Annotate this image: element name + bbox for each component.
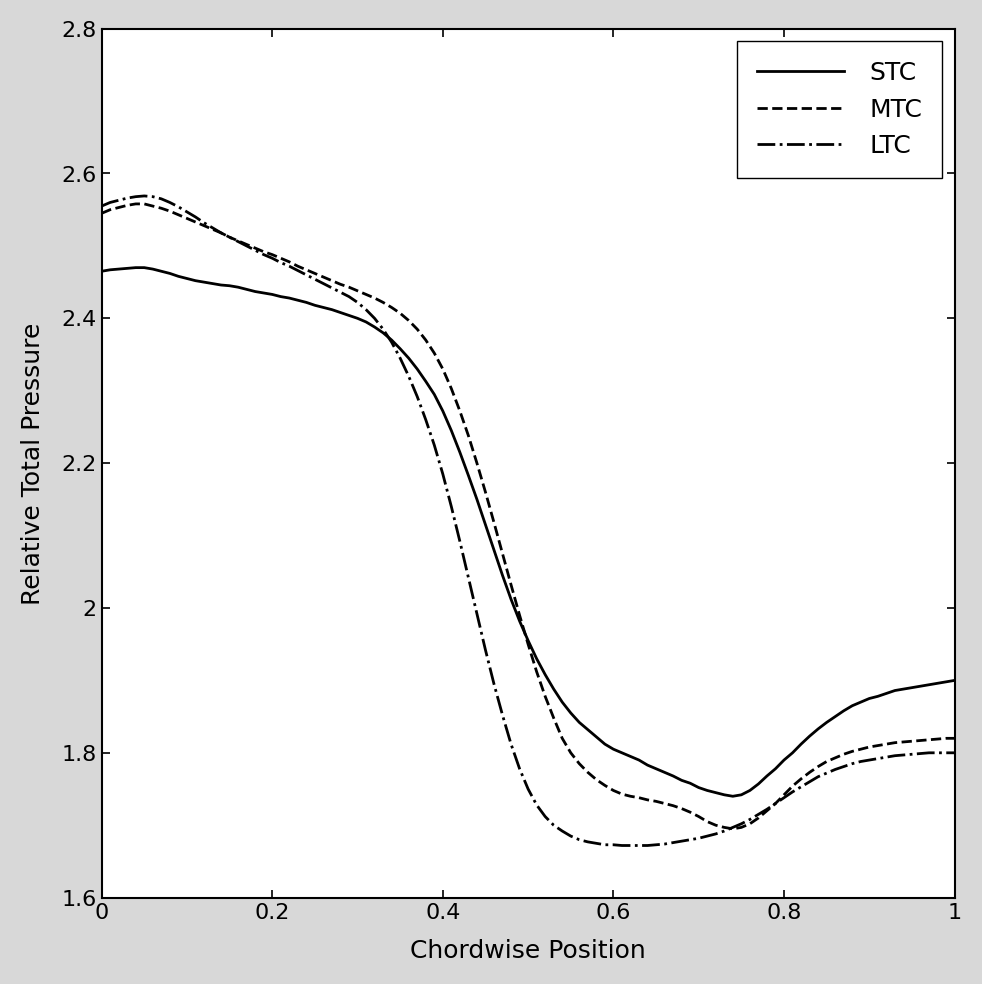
MTC — [949, 732, 960, 744]
MTC — [616, 788, 627, 800]
LTC — [949, 747, 960, 759]
STC — [164, 268, 176, 279]
STC — [616, 747, 627, 759]
Line: LTC: LTC — [101, 196, 955, 845]
STC — [496, 570, 508, 582]
MTC — [496, 548, 508, 560]
LTC — [625, 839, 636, 851]
LTC — [317, 277, 329, 289]
MTC — [130, 198, 141, 210]
Line: MTC: MTC — [101, 204, 955, 829]
LTC — [138, 190, 150, 202]
Y-axis label: Relative Total Pressure: Relative Total Pressure — [21, 322, 45, 604]
MTC — [95, 208, 107, 219]
Legend: STC, MTC, LTC: STC, MTC, LTC — [736, 41, 942, 178]
LTC — [164, 197, 176, 209]
LTC — [710, 828, 722, 839]
MTC — [752, 812, 764, 824]
STC — [95, 266, 107, 277]
LTC — [496, 709, 508, 721]
MTC — [727, 823, 738, 834]
STC — [701, 784, 713, 796]
STC — [949, 675, 960, 687]
STC — [752, 778, 764, 790]
LTC — [95, 201, 107, 213]
MTC — [701, 816, 713, 828]
STC — [317, 302, 329, 314]
Line: STC: STC — [101, 268, 955, 796]
MTC — [164, 206, 176, 217]
STC — [727, 790, 738, 802]
LTC — [752, 809, 764, 821]
LTC — [616, 839, 627, 851]
MTC — [317, 272, 329, 283]
STC — [130, 262, 141, 274]
X-axis label: Chordwise Position: Chordwise Position — [410, 939, 645, 963]
